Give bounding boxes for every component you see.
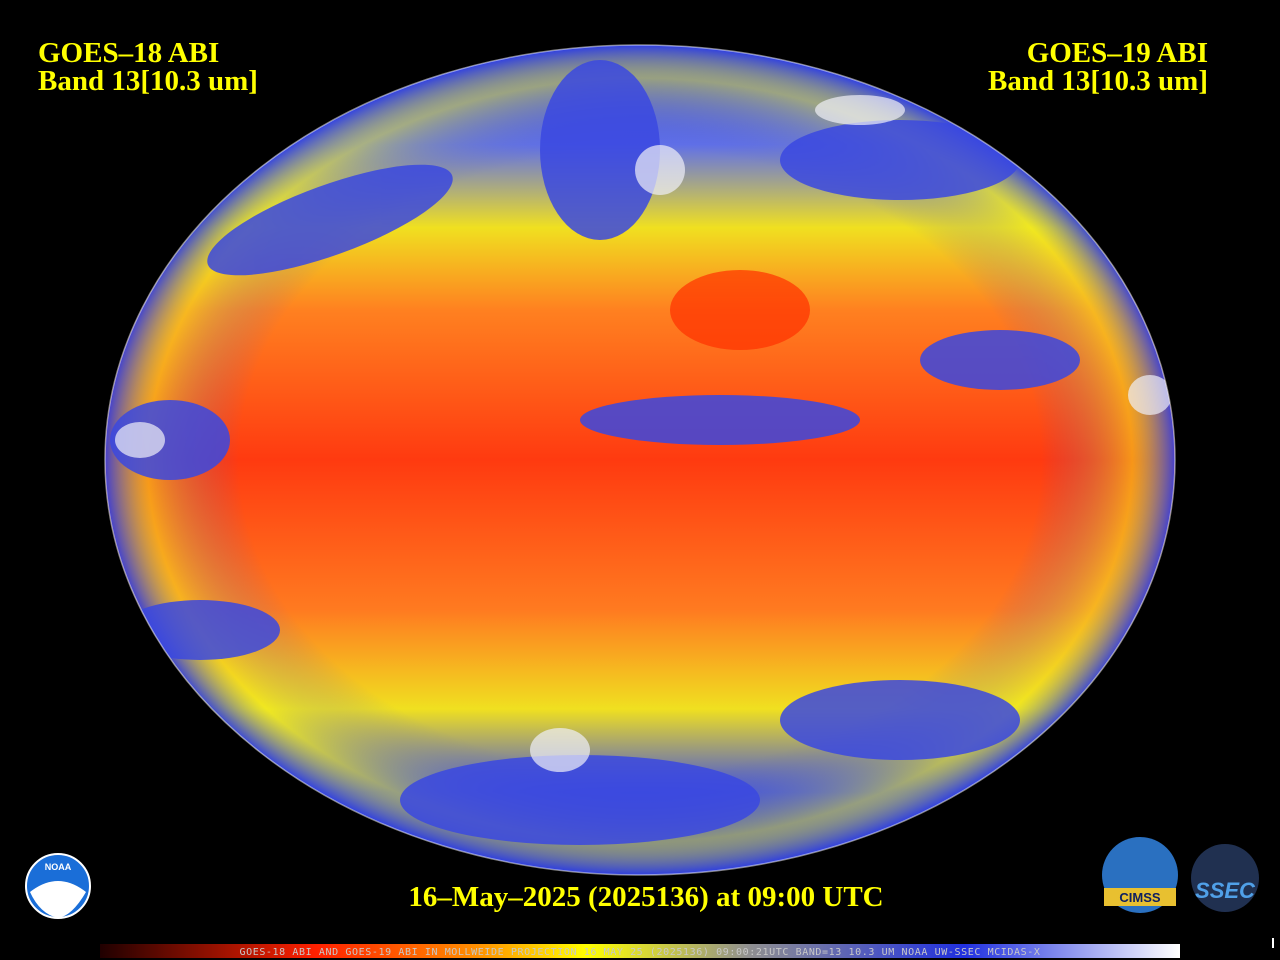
cimss-label: CIMSS [1119,890,1161,905]
left-band: Band 13[10.3 um] [38,65,258,97]
marker [1272,938,1274,948]
earth-disk [105,45,1175,875]
cimss-logo: CIMSS [1102,837,1178,913]
ssec-logo: SSEC [1191,844,1259,912]
footer-caption: GOES-18 ABI AND GOES-19 ABI IN MOLLWEIDE… [239,947,1040,958]
right-band: Band 13[10.3 um] [988,65,1208,97]
noaa-logo: NOAA [25,853,91,919]
noaa-label: NOAA [45,862,72,872]
ssec-label: SSEC [1195,878,1256,903]
right-satellite: GOES–19 ABI [1027,37,1208,69]
left-satellite: GOES–18 ABI [38,37,219,69]
timestamp: 16–May–2025 (2025136) at 09:00 UTC [408,881,883,913]
color-bar [100,944,1180,958]
